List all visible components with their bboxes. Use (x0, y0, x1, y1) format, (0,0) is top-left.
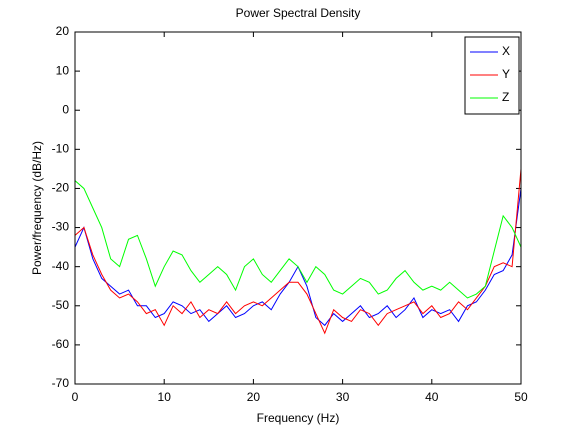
y-axis-label: Power/frequency (dB/Hz) (30, 141, 44, 275)
y-tick-label: -20 (52, 181, 70, 195)
plot-frame (74, 31, 522, 385)
x-tick-label: 30 (336, 390, 350, 404)
y-tick-label: -10 (52, 142, 70, 156)
y-tick-label: -50 (52, 298, 70, 312)
x-tick-label: 10 (158, 390, 172, 404)
y-tick-label: -30 (52, 220, 70, 234)
x-tick-label: 50 (514, 390, 528, 404)
chart-title: Power Spectral Density (236, 6, 361, 20)
legend-label: X (502, 44, 510, 58)
x-tick-label: 0 (72, 390, 79, 404)
x-tick-label: 40 (425, 390, 439, 404)
legend-label: Y (502, 67, 510, 81)
y-tick-label: -40 (52, 259, 70, 273)
x-axis-label: Frequency (Hz) (257, 411, 340, 425)
x-tick-label: 20 (247, 390, 261, 404)
y-tick-label: 10 (56, 63, 70, 77)
y-tick-label: 0 (62, 102, 69, 116)
series-line (74, 180, 522, 299)
y-tick-label: -60 (52, 337, 70, 351)
legend-label: Z (502, 90, 509, 104)
y-tick-label: 20 (56, 24, 70, 38)
series-line (74, 168, 522, 335)
y-tick-label: -70 (52, 376, 70, 390)
